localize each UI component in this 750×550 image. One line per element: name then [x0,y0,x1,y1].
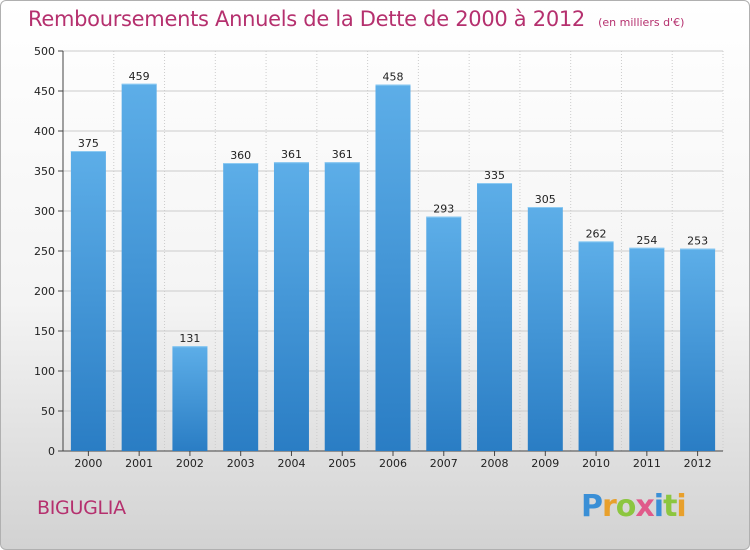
data-label-2005: 361 [332,148,353,161]
x-tick-label-2005: 2005 [328,457,356,470]
bar-2007 [426,216,462,451]
chart-subtitle: (en milliers d'€) [598,16,685,29]
labels: 0 50 100 150 200 250 300 350 400 450 500 375 2000 459… [34,45,712,470]
y-tick-label: 150 [34,325,55,338]
x-tick-label-2006: 2006 [379,457,407,470]
data-label-2011: 254 [636,234,657,247]
y-tick-label: 0 [48,445,55,458]
bar-2011 [629,247,665,451]
brand-logo: Proxiti [581,489,687,524]
title-row: Remboursements Annuels de la Dette de 20… [28,7,684,31]
bar-2001 [121,83,157,452]
x-tick-label-2008: 2008 [481,457,509,470]
chart-title: Remboursements Annuels de la Dette de 20… [28,7,585,31]
bar-2008 [477,183,513,451]
y-tick-label: 50 [41,405,55,418]
bars [70,83,716,452]
commune-name: BIGUGLIA [37,497,126,519]
data-label-2004: 361 [281,148,302,161]
x-tick-label-2007: 2007 [430,457,458,470]
data-label-2006: 458 [383,71,404,84]
y-tick-label: 100 [34,365,55,378]
y-tick-label: 500 [34,45,55,58]
brand-letter: i [653,489,664,524]
data-label-2002: 131 [179,332,200,345]
y-tick-label: 250 [34,245,55,258]
data-label-2010: 262 [586,227,607,240]
x-tick-label-2011: 2011 [633,457,661,470]
brand-letter: r [602,489,617,524]
bar-2006 [375,84,411,451]
data-label-2009: 305 [535,193,556,206]
bar-2000 [70,151,106,451]
x-tick-label-2009: 2009 [531,457,559,470]
data-label-2012: 253 [687,235,708,248]
x-tick-label-2001: 2001 [125,457,153,470]
x-tick-label-2010: 2010 [582,457,610,470]
brand-letter: i [676,489,686,524]
brand-letter: P [581,489,603,524]
y-tick-label: 400 [34,125,55,138]
x-tick-label-2003: 2003 [227,457,255,470]
x-tick-label-2004: 2004 [277,457,305,470]
data-label-2000: 375 [78,137,99,150]
brand-letter: o [615,489,637,524]
y-tick-label: 350 [34,165,55,178]
brand-letter: t [663,489,677,524]
brand-letter: x [635,489,654,524]
data-label-2001: 459 [129,70,150,83]
y-tick-label: 300 [34,205,55,218]
bar-2009 [527,207,563,451]
x-tick-label-2000: 2000 [74,457,102,470]
y-tick-label: 200 [34,285,55,298]
data-label-2008: 335 [484,169,505,182]
bar-2005 [324,162,360,451]
bar-2002 [172,346,208,451]
data-label-2007: 293 [433,203,454,216]
bar-2004 [273,162,309,451]
x-tick-label-2012: 2012 [684,457,712,470]
bar-2012 [680,248,716,451]
x-tick-label-2002: 2002 [176,457,204,470]
bar-2003 [223,163,259,451]
data-label-2003: 360 [230,149,251,162]
y-tick-label: 450 [34,85,55,98]
bar-2010 [578,241,614,451]
